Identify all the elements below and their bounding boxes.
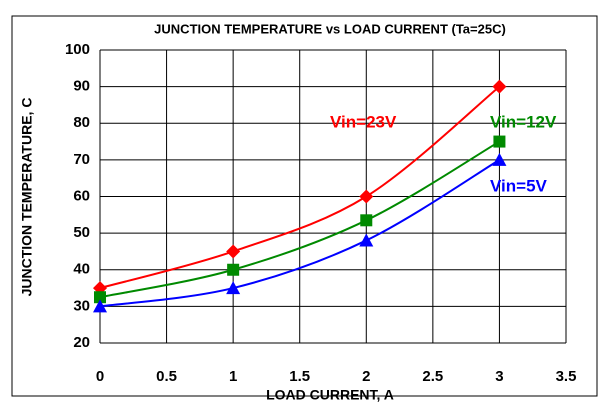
x-tick-label: 3.5	[556, 368, 577, 385]
marker	[93, 299, 107, 313]
marker	[359, 233, 374, 247]
marker	[227, 263, 240, 276]
series-line	[99, 159, 500, 308]
x-tick-label: 1.5	[289, 368, 310, 385]
marker	[226, 281, 241, 295]
x-tick-label: 2	[362, 368, 370, 385]
series-line	[99, 85, 501, 290]
y-tick-label: 90	[73, 78, 90, 95]
series-label: Vin=12V	[490, 112, 557, 131]
x-axis-label: LOAD CURRENT, A	[266, 387, 394, 403]
y-axis-label: JUNCTION TEMPERATURE, C	[19, 98, 35, 297]
y-tick-label: 50	[73, 224, 90, 241]
marker	[360, 214, 373, 227]
y-tick-label: 80	[73, 114, 90, 131]
x-tick-label: 2.5	[422, 368, 443, 385]
series-label: Vin=23V	[330, 112, 397, 131]
series-label: Vin=5V	[490, 176, 548, 195]
x-tick-label: 0	[96, 368, 104, 385]
y-tick-label: 20	[73, 334, 90, 351]
y-tick-label: 70	[73, 151, 90, 168]
marker	[493, 135, 506, 148]
series-line	[99, 140, 500, 299]
marker	[226, 244, 241, 259]
x-tick-label: 1	[229, 368, 237, 385]
marker	[359, 189, 374, 204]
marker	[94, 291, 106, 304]
chart-title: JUNCTION TEMPERATURE vs LOAD CURRENT (Ta…	[154, 21, 506, 36]
y-tick-label: 30	[73, 297, 90, 314]
x-tick-label: 3	[495, 368, 503, 385]
y-tick-label: 100	[65, 41, 90, 58]
x-tick-label: 0.5	[156, 368, 177, 385]
marker	[492, 152, 507, 166]
marker	[492, 79, 507, 94]
y-tick-label: 60	[73, 187, 90, 204]
y-tick-label: 40	[73, 261, 90, 278]
